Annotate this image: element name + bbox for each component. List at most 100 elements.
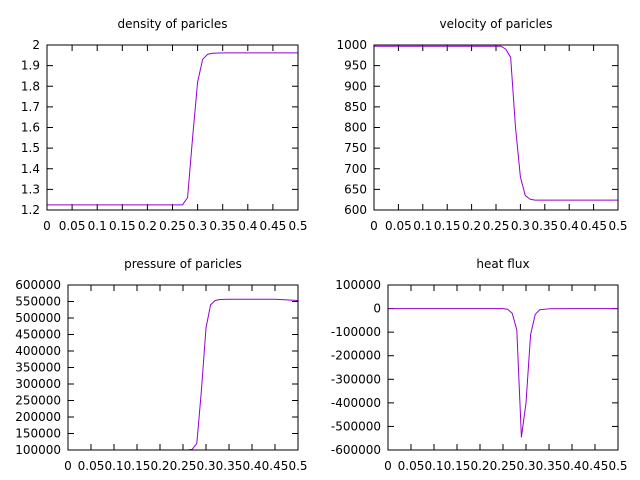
x-tick-label: 0.3 — [511, 219, 530, 233]
x-tick-label: 0.35 — [536, 459, 563, 473]
x-tick-label: 0.2 — [462, 219, 481, 233]
x-tick-label: 0.1 — [413, 219, 432, 233]
x-tick-label: 0.1 — [424, 459, 443, 473]
y-tick-label: 0 — [373, 302, 381, 316]
y-tick-label: 900 — [344, 79, 367, 93]
series-line — [388, 308, 618, 438]
x-tick-label: 0.5 — [608, 459, 627, 473]
x-tick-label: 0.05 — [398, 459, 425, 473]
y-tick-label: -400000 — [331, 396, 381, 410]
y-tick-label: 1.8 — [21, 79, 40, 93]
y-tick-label: 1.4 — [21, 162, 40, 176]
x-tick-label: 0.4 — [238, 219, 257, 233]
y-tick-label: 350000 — [15, 361, 61, 375]
chart-density: density of paricles 1.2 1.3 1.4 1.5 1.6 1.7 1.… — [21, 17, 308, 233]
tick-group: 600 650 700 750 800 850 900 950 1000 0 0.05 0.1 0.15… — [336, 38, 627, 233]
x-tick-label: 0.4 — [562, 459, 581, 473]
y-tick-label: 500000 — [15, 311, 61, 325]
tick-group: 1.21.31.41.51.61.71.81.920 0.05 0.1 0.15 0.2… — [21, 38, 308, 233]
x-tick-label: 0.25 — [159, 219, 186, 233]
x-tick-label: 0.3 — [188, 219, 207, 233]
y-tick-label: 300000 — [15, 377, 61, 391]
x-tick-label: 0.5 — [288, 219, 307, 233]
chart-title: heat flux — [476, 257, 529, 271]
chart-title: pressure of paricles — [124, 257, 242, 271]
tick-group: 100000 150000 200000 250000 300000 350000 4000… — [15, 278, 307, 473]
y-tick-label: 1000 — [336, 38, 367, 52]
y-tick-label: 1.3 — [21, 182, 40, 196]
x-tick-label: 0.35 — [531, 219, 558, 233]
x-tick-label: 0.15 — [444, 459, 471, 473]
x-tick-label: 0.2 — [150, 459, 169, 473]
y-tick-label: -300000 — [331, 372, 381, 386]
y-tick-label: 100000 — [15, 443, 61, 457]
x-tick-label: 0.3 — [196, 459, 215, 473]
x-tick-label: 0.3 — [516, 459, 535, 473]
y-tick-label: 550000 — [15, 295, 61, 309]
x-tick-label: 0.05 — [78, 459, 105, 473]
x-tick-label: 0.35 — [216, 459, 243, 473]
chart-velocity: velocity of paricles 600 650 700 750 800 850 9… — [336, 17, 627, 233]
tick-group: -600000 -500000 -400000 -300000 -200000 -1000… — [331, 278, 628, 473]
y-tick-label: 200000 — [15, 410, 61, 424]
x-tick-label: 0.4 — [560, 219, 579, 233]
x-tick-label: 0.5 — [288, 459, 307, 473]
x-tick-label: 0.25 — [170, 459, 197, 473]
x-tick-label: 0.25 — [483, 219, 510, 233]
y-tick-label: 600000 — [15, 278, 61, 292]
x-tick-label: 0.5 — [608, 219, 627, 233]
x-tick-label: 0.1 — [104, 459, 123, 473]
x-tick-label: 0.05 — [385, 219, 412, 233]
y-tick-label: 100000 — [335, 278, 381, 292]
series-line — [374, 45, 618, 201]
y-tick-label: 2 — [32, 38, 40, 52]
plot-frame — [46, 44, 299, 211]
y-tick-label: 1.5 — [21, 141, 40, 155]
x-tick-label: 0.05 — [59, 219, 86, 233]
y-tick-label: 950 — [344, 59, 367, 73]
x-tick-label: 0.45 — [262, 459, 289, 473]
y-tick-label: -200000 — [331, 349, 381, 363]
series-group — [388, 308, 618, 438]
x-tick-label: 0.15 — [109, 219, 136, 233]
y-tick-label: 800 — [344, 121, 367, 135]
x-tick-label: 0.45 — [582, 459, 609, 473]
y-tick-label: -100000 — [331, 325, 381, 339]
chart-title: density of paricles — [118, 17, 228, 31]
y-tick-label: 150000 — [15, 427, 61, 441]
y-tick-label: 250000 — [15, 394, 61, 408]
x-tick-label: 0 — [384, 459, 392, 473]
x-tick-label: 0.4 — [242, 459, 261, 473]
series-group — [374, 45, 618, 201]
y-tick-label: 400000 — [15, 344, 61, 358]
y-tick-label: 1.7 — [21, 100, 40, 114]
y-tick-label: 1.2 — [21, 203, 40, 217]
y-tick-label: -500000 — [331, 419, 381, 433]
x-tick-label: 0.15 — [434, 219, 461, 233]
series-group — [47, 52, 298, 206]
x-tick-label: 0 — [43, 219, 51, 233]
y-tick-label: 600 — [344, 203, 367, 217]
x-tick-label: 0.35 — [209, 219, 236, 233]
x-tick-label: 0.45 — [260, 219, 287, 233]
plot-frame — [387, 284, 619, 451]
y-tick-label: 1.9 — [21, 59, 40, 73]
y-tick-label: 450000 — [15, 328, 61, 342]
chart-pressure: pressure of paricles 100000 150000 200000 2… — [15, 257, 307, 473]
y-tick-label: 650 — [344, 182, 367, 196]
x-tick-label: 0 — [370, 219, 378, 233]
x-tick-label: 0.2 — [138, 219, 157, 233]
chart-heat-flux: heat flux -600000 -500000 -400000 -300000 -2… — [331, 257, 628, 473]
y-tick-label: 750 — [344, 141, 367, 155]
x-tick-label: 0.2 — [470, 459, 489, 473]
x-tick-label: 0 — [64, 459, 72, 473]
y-tick-label: 1.6 — [21, 121, 40, 135]
chart-title: velocity of paricles — [440, 17, 553, 31]
x-tick-label: 0.25 — [490, 459, 517, 473]
series-line — [47, 52, 298, 206]
x-tick-label: 0.1 — [88, 219, 107, 233]
y-tick-label: -600000 — [331, 443, 381, 457]
y-tick-label: 850 — [344, 100, 367, 114]
